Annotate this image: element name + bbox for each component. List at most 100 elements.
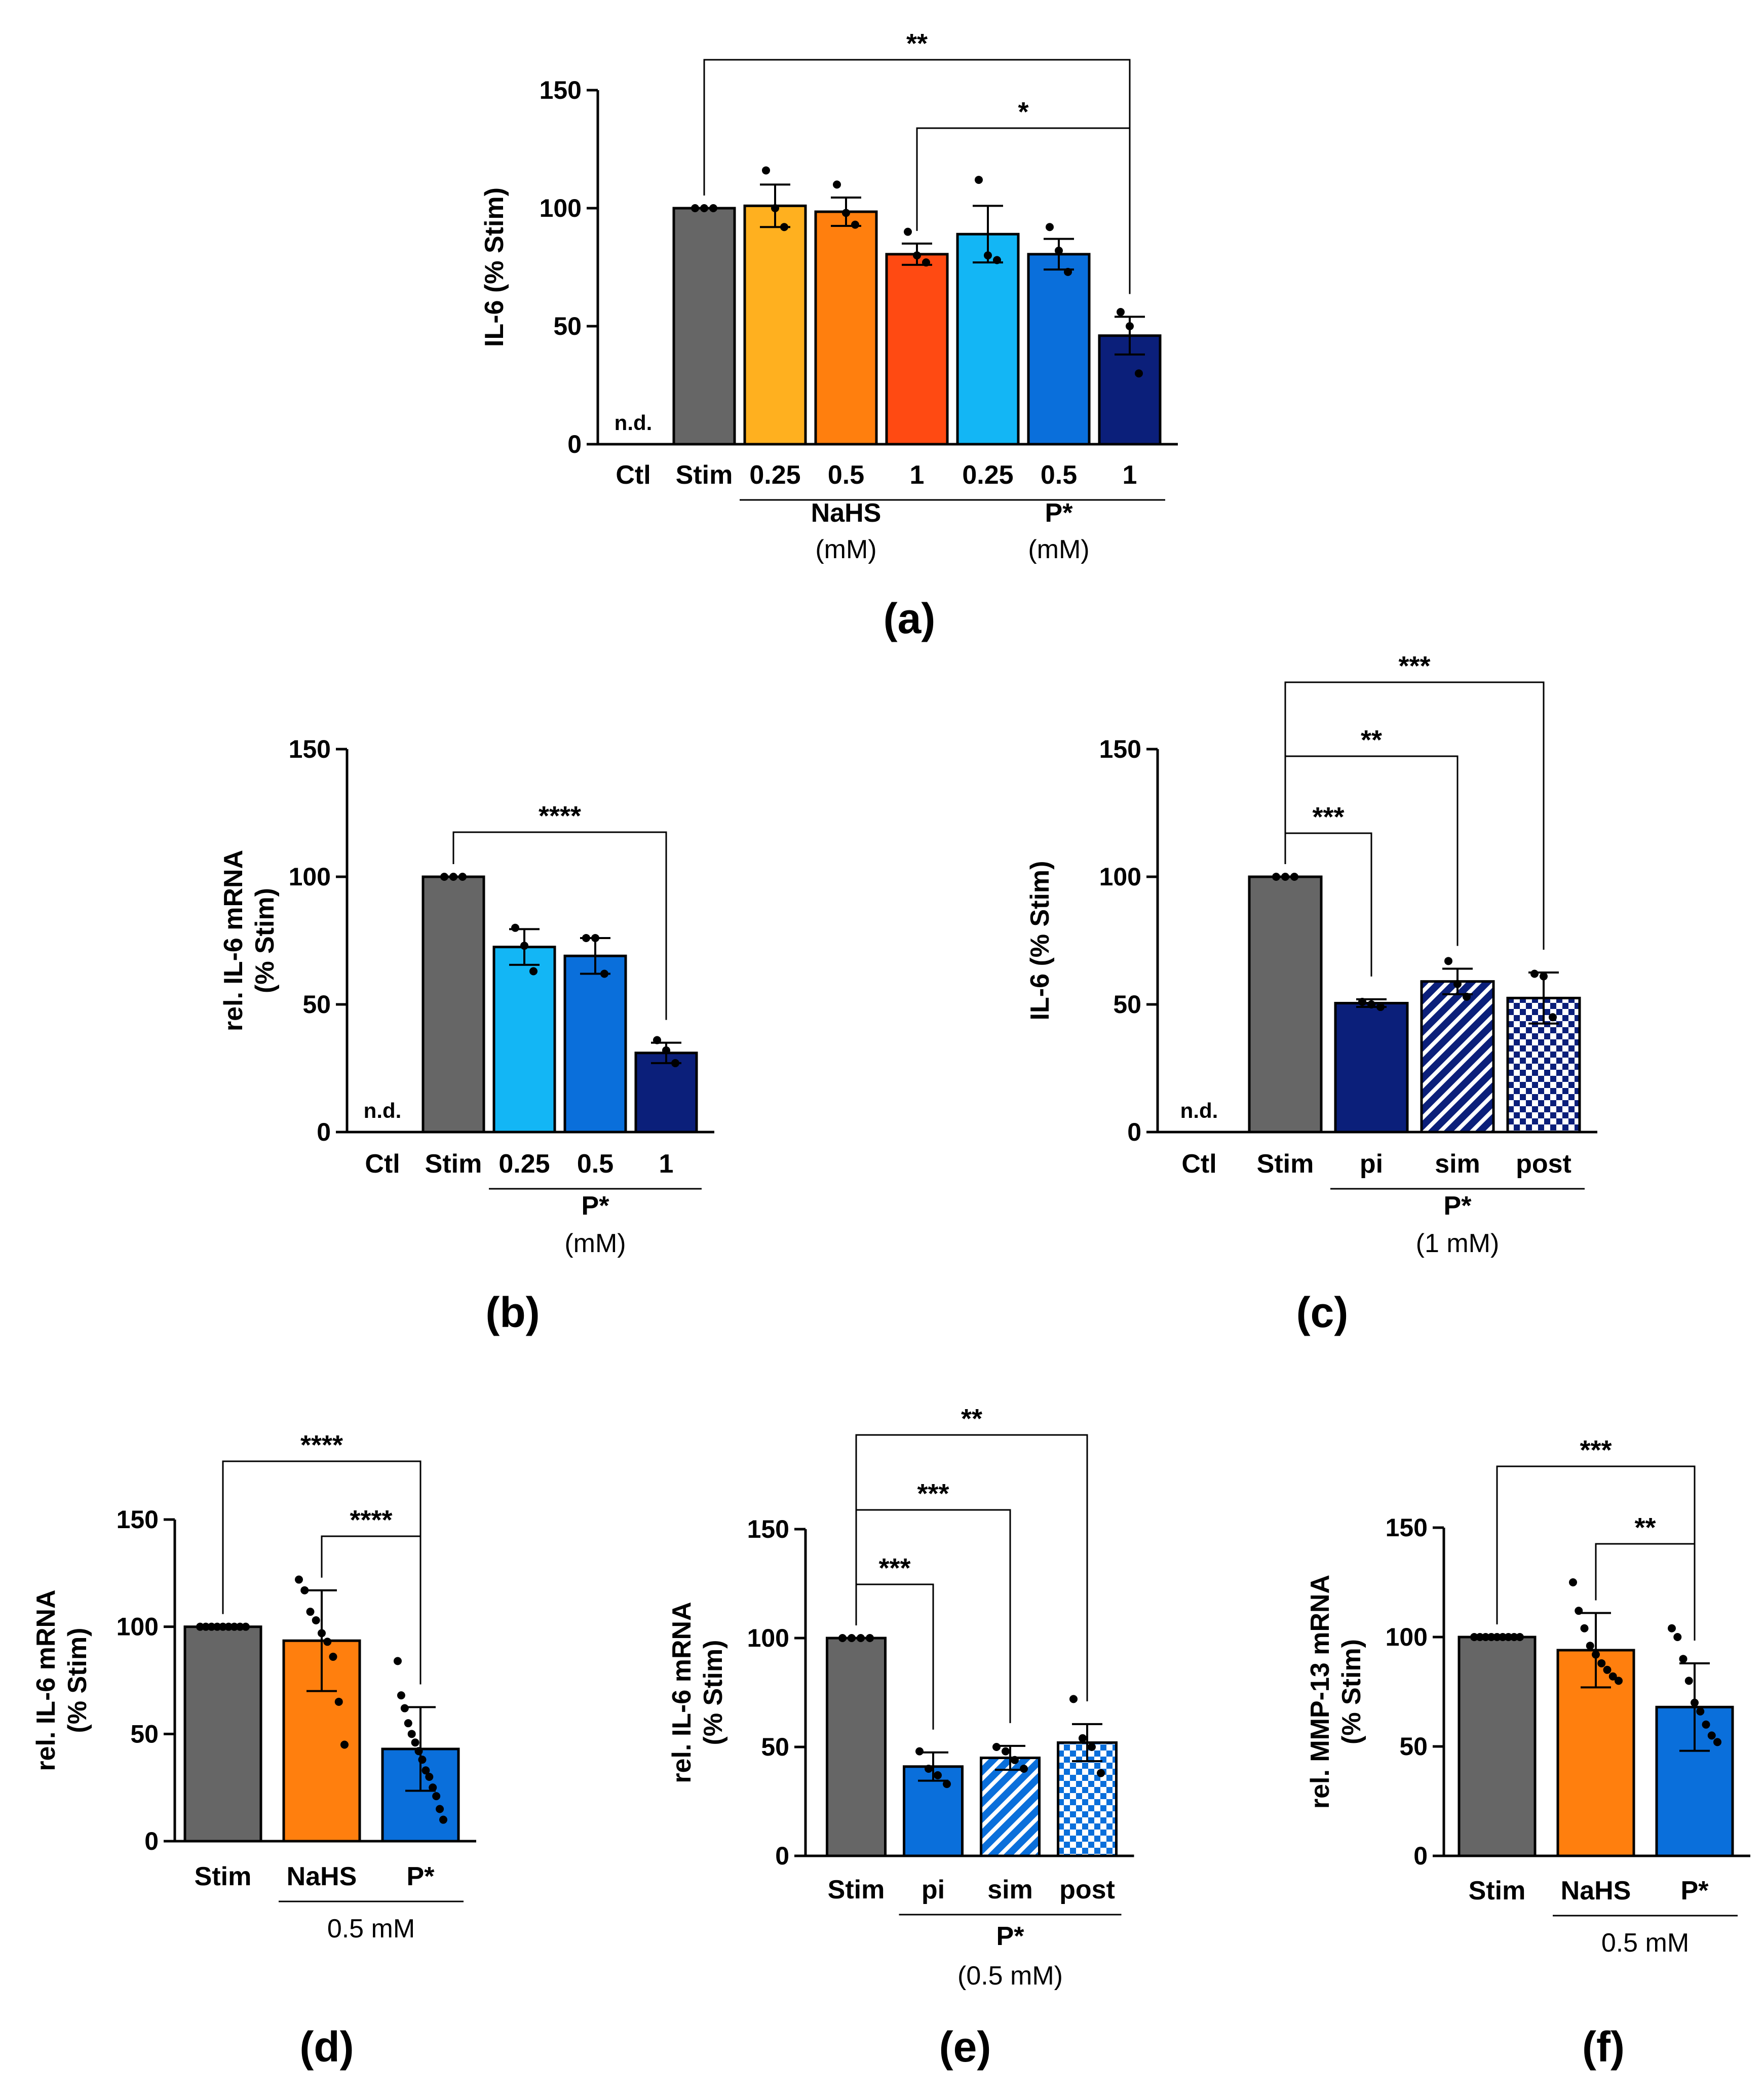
data-point — [449, 873, 457, 881]
data-point — [418, 1756, 427, 1764]
bar-e-2 — [980, 1757, 1041, 1857]
group-unit-label: 0.5 mM — [1601, 1928, 1689, 1958]
y-tick-label: 150 — [1099, 735, 1141, 763]
data-point — [993, 256, 1001, 264]
data-point — [662, 1046, 670, 1055]
group-label: P* — [996, 1922, 1025, 1951]
data-point — [848, 1634, 856, 1642]
data-point — [600, 969, 608, 978]
y-axis-label-line: rel. IL-6 mRNA — [219, 850, 248, 1031]
significance-bracket — [1284, 681, 1545, 950]
data-point — [591, 934, 599, 942]
data-point — [671, 1059, 679, 1067]
data-point — [1444, 957, 1452, 965]
data-point — [1290, 873, 1298, 881]
y-tick-label: 50 — [553, 312, 582, 340]
data-point — [1126, 322, 1134, 330]
data-point — [1530, 969, 1539, 978]
significance-bracket — [321, 1535, 421, 1685]
significance-label: *** — [1312, 802, 1344, 832]
bar-c-1 — [1248, 875, 1323, 1134]
data-point — [1691, 1698, 1699, 1707]
data-point — [1575, 1607, 1583, 1615]
category-label: P* — [407, 1862, 435, 1891]
panel-label-a: (a) — [884, 595, 936, 642]
y-tick-label: 0 — [317, 1118, 331, 1146]
y-tick-label: 50 — [1399, 1732, 1428, 1761]
data-point — [851, 220, 859, 229]
data-point — [833, 180, 841, 189]
y-tick-label: 150 — [289, 735, 331, 763]
group-label: P* — [1045, 498, 1073, 528]
group-unit-label: (1 mM) — [1416, 1229, 1500, 1258]
bar-a-1 — [672, 207, 736, 446]
data-point — [913, 251, 921, 260]
data-point — [329, 1652, 337, 1661]
data-point — [458, 873, 467, 881]
data-point — [404, 1719, 412, 1728]
y-axis-label: rel. IL-6 mRNA(% Stim) — [219, 850, 280, 1031]
data-point — [1367, 1000, 1375, 1008]
data-point — [1586, 1642, 1594, 1650]
data-point — [1358, 997, 1366, 1006]
data-point — [295, 1575, 303, 1584]
category-label: NaHS — [287, 1862, 357, 1891]
category-label: 0.25 — [749, 460, 800, 490]
data-point — [511, 923, 519, 932]
panel-label-c: (c) — [1296, 1289, 1349, 1336]
y-axis-label-line: rel. IL-6 mRNA — [667, 1602, 697, 1783]
category-label: 1 — [659, 1149, 674, 1179]
data-point — [1608, 1672, 1617, 1681]
significance-label: ** — [906, 28, 928, 59]
data-point — [242, 1622, 250, 1631]
bar-b-1 — [421, 875, 485, 1134]
data-point — [411, 1738, 419, 1747]
category-label: sim — [987, 1875, 1033, 1904]
data-point — [340, 1740, 349, 1749]
data-point — [1376, 1003, 1385, 1012]
panel-c-chart: 0 50 100 150 IL-6 (% Stim) n.d. Ctl Stim pi sim po… — [1025, 651, 1597, 1258]
data-point — [1713, 1738, 1721, 1746]
y-axis-label-line: (% Stim) — [1337, 1639, 1366, 1744]
significance-bracket — [452, 831, 667, 1020]
data-point — [1549, 1013, 1557, 1022]
data-point — [1673, 1633, 1682, 1641]
not-detected-label: n.d. — [615, 411, 653, 435]
data-point — [1597, 1659, 1606, 1667]
data-point — [1615, 1677, 1623, 1685]
data-point — [529, 967, 538, 976]
data-point — [1504, 1633, 1513, 1641]
data-point — [394, 1657, 402, 1665]
y-tick-label: 0 — [1127, 1118, 1141, 1146]
group-label: P* — [582, 1191, 610, 1221]
significance-bracket — [855, 1434, 1088, 1701]
data-point — [1055, 246, 1063, 255]
data-point — [334, 1697, 343, 1706]
data-point — [1702, 1720, 1710, 1729]
data-point — [925, 1765, 933, 1773]
data-point — [1707, 1731, 1716, 1740]
data-point — [992, 1743, 1001, 1751]
significance-bracket — [916, 127, 1131, 294]
category-label: Stim — [1469, 1876, 1526, 1905]
panel-d-chart: 0 50 100 150 rel. IL-6 mRNA(% Stim) Stim NaHS P… — [31, 1430, 476, 1943]
category-label: 0.5 — [1041, 460, 1077, 490]
y-tick-label: 100 — [1386, 1623, 1428, 1651]
data-point — [1097, 1769, 1105, 1777]
y-tick-label: 50 — [130, 1720, 159, 1748]
category-label: 1 — [910, 460, 925, 490]
data-point — [915, 1747, 924, 1756]
category-label: Stim — [1257, 1149, 1314, 1179]
group-unit-label: 0.5 mM — [327, 1914, 415, 1943]
significance-label: *** — [1580, 1435, 1612, 1465]
y-tick-label: 150 — [747, 1515, 789, 1543]
data-point — [1088, 1743, 1096, 1751]
category-label: Stim — [425, 1149, 482, 1179]
data-point — [709, 204, 717, 212]
bar-b-2 — [492, 946, 556, 1134]
data-point — [922, 258, 930, 267]
data-point — [407, 1730, 416, 1738]
panel-label-f: (f) — [1582, 2023, 1625, 2071]
bar-d-0 — [183, 1625, 262, 1843]
data-point — [838, 1634, 847, 1642]
